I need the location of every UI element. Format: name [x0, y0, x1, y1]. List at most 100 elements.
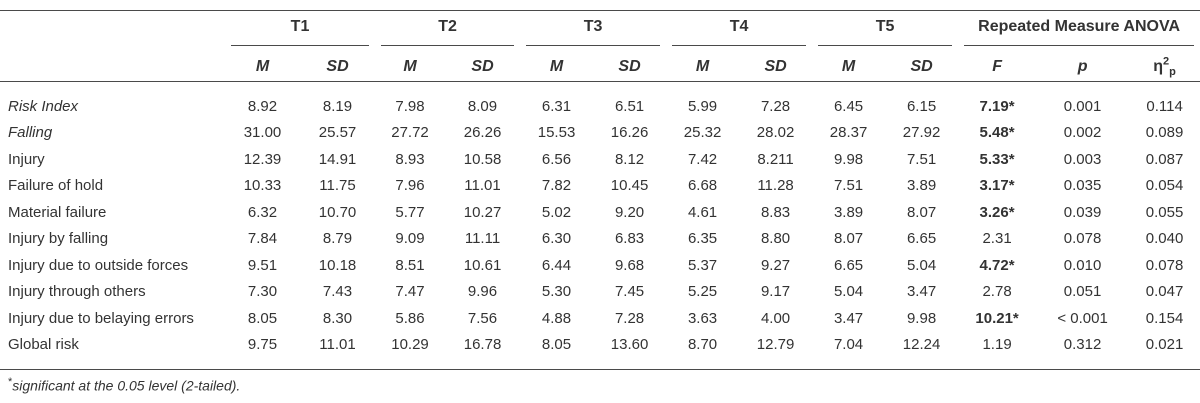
table-group-header-row: T1 T2 T3 T4 T5 Repeated Measure ANOVA: [0, 10, 1200, 49]
table-row: Injury due to belaying errors 8.05 8.30 5.8…: [0, 305, 1200, 332]
table-cell: 0.021: [1145, 336, 1184, 354]
table-cell: 10.45: [610, 177, 649, 195]
table-cell: < 0.001: [1057, 309, 1108, 327]
table-cell: 2.78: [982, 283, 1012, 301]
table-cell: 5.02: [541, 203, 572, 221]
table-cell: 8.30: [322, 309, 353, 327]
table-cell: 3.47: [833, 309, 864, 327]
table-cell: 0.078: [1145, 256, 1184, 274]
table-cell: 25.57: [318, 124, 357, 142]
group-header-t3: T3: [520, 10, 666, 49]
table-cell: 7.84: [247, 230, 278, 248]
table-cell: 5.86: [395, 309, 425, 327]
table-cell: 6.44: [541, 256, 572, 274]
table-header-rule: [0, 81, 1200, 82]
subheader-t4-sd: SD: [764, 58, 787, 75]
table-cell: 8.93: [395, 150, 425, 168]
table-cell: 7.19*: [979, 97, 1015, 115]
table-cell: 5.99: [687, 97, 718, 115]
subheader-t1-m: M: [255, 58, 270, 75]
table-cell: 4.00: [760, 309, 791, 327]
table-cell: 3.17*: [979, 177, 1015, 195]
table-row: Failure of hold 10.33 11.75 7.96 11.01 7.82 10…: [0, 173, 1200, 200]
table-cell: 6.68: [687, 177, 718, 195]
table-cell: 7.56: [467, 309, 498, 327]
table-cell: 0.002: [1063, 124, 1102, 142]
table-body: Risk Index 8.92 8.19 7.98 8.09 6.31 6.51 5.99 7.…: [0, 85, 1200, 358]
table-cell: 10.21*: [975, 309, 1019, 327]
table-cell: 8.07: [906, 203, 937, 221]
table-cell: 0.010: [1063, 256, 1102, 274]
table-cell: 5.33*: [979, 150, 1015, 168]
table-cell: 8.51: [395, 256, 425, 274]
row-label: Falling: [8, 124, 53, 142]
subheader-t5-sd: SD: [910, 58, 933, 75]
table-row: Risk Index 8.92 8.19 7.98 8.09 6.31 6.51 5.99 7.…: [0, 85, 1200, 120]
table-cell: 10.61: [463, 256, 502, 274]
subheader-t1-sd: SD: [326, 58, 349, 75]
table-cell: 15.53: [537, 124, 576, 142]
row-label: Injury due to outside forces: [8, 256, 189, 274]
footnote-marker: *: [8, 376, 13, 388]
row-label: Injury by falling: [8, 230, 109, 248]
table-cell: 7.28: [614, 309, 645, 327]
table-cell: 6.56: [541, 150, 572, 168]
table-cell: 16.26: [610, 124, 649, 142]
table-subheader-row: M SD M SD M SD M SD M SD F p η2p: [0, 49, 1200, 85]
subheader-t3-sd: SD: [618, 58, 641, 75]
footnote-text: significant at the 0.05 level (2-tailed)…: [12, 377, 241, 394]
table-cell: 6.15: [906, 97, 937, 115]
group-header-t1: T1: [225, 10, 375, 49]
table-cell: 5.04: [906, 256, 937, 274]
table-cell: 7.45: [614, 283, 645, 301]
table-cell: 0.089: [1145, 124, 1184, 142]
row-label: Injury through others: [8, 283, 146, 301]
table-cell: 10.70: [318, 203, 357, 221]
table-row: Injury due to outside forces 9.51 10.18 8.5…: [0, 252, 1200, 279]
table-cell: 4.88: [541, 309, 572, 327]
row-label: Risk Index: [8, 97, 79, 115]
table-cell: 4.72*: [979, 256, 1015, 274]
table-cell: 7.30: [247, 283, 278, 301]
table-cell: 7.82: [541, 177, 572, 195]
table-cell: 0.312: [1063, 336, 1102, 354]
table-cell: 1.19: [982, 336, 1012, 354]
table-cell: 3.89: [906, 177, 937, 195]
table-cell: 3.26*: [979, 203, 1015, 221]
subheader-f: F: [992, 58, 1002, 75]
table-row: Global risk 9.75 11.01 10.29 16.78 8.05 13.60 8…: [0, 332, 1200, 359]
table-cell: 0.039: [1063, 203, 1102, 221]
table-cell: 13.60: [610, 336, 649, 354]
table-cell: 0.051: [1063, 283, 1102, 301]
table-cell: 7.42: [687, 150, 718, 168]
table-cell: 5.30: [541, 283, 572, 301]
table-cell: 8.211: [757, 150, 794, 168]
table-cell: 5.77: [395, 203, 425, 221]
results-table: T1 T2 T3 T4 T5 Repeated Measure ANOVA M …: [0, 10, 1200, 358]
table-cell: 7.51: [833, 177, 864, 195]
subheader-eta-squared: η2p: [1153, 55, 1176, 79]
table-cell: 9.17: [760, 283, 791, 301]
table-cell: 8.92: [247, 97, 278, 115]
table-cell: 6.35: [687, 230, 718, 248]
table-cell: 8.07: [833, 230, 864, 248]
table-cell: 6.65: [833, 256, 864, 274]
table-cell: 8.80: [760, 230, 791, 248]
table-cell: 12.24: [902, 336, 941, 354]
table-cell: 0.001: [1063, 97, 1102, 115]
table-cell: 16.78: [463, 336, 502, 354]
row-label: Global risk: [8, 336, 79, 354]
table-cell: 0.054: [1145, 177, 1184, 195]
table-cell: 6.65: [906, 230, 937, 248]
table-cell: 26.26: [463, 124, 502, 142]
table-cell: 6.51: [614, 97, 645, 115]
table-cell: 0.114: [1146, 97, 1183, 115]
subheader-t4-m: M: [695, 58, 710, 75]
table-cell: 7.98: [395, 97, 425, 115]
table-cell: 14.91: [318, 150, 357, 168]
table-cell: 4.61: [687, 203, 718, 221]
table-cell: 11.75: [319, 177, 356, 195]
table-cell: 8.79: [322, 230, 353, 248]
table-cell: 8.05: [541, 336, 572, 354]
table-cell: 8.05: [247, 309, 278, 327]
